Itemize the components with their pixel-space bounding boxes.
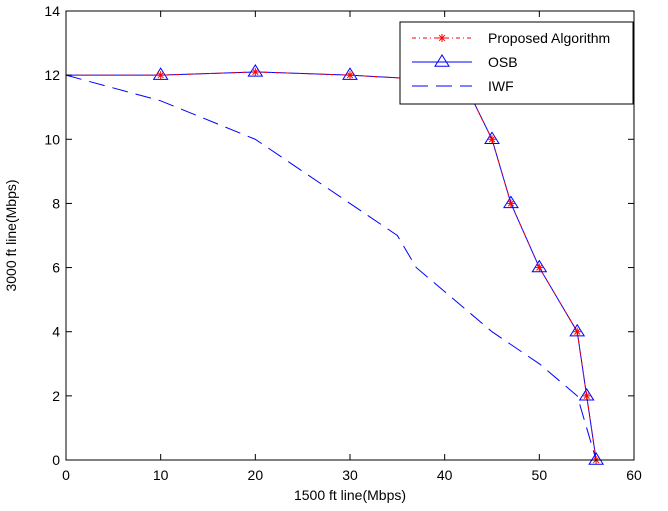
x-tick-label: 50 [532,467,548,483]
y-axis-label: 3000 ft line(Mbps) [3,179,19,291]
data-point-stroke [583,392,590,400]
data-point [247,63,264,77]
data-point-stroke [507,200,515,207]
y-tick-label: 2 [52,388,60,404]
data-point [535,263,544,272]
data-point-stroke [346,71,354,79]
data-point [488,135,496,144]
series-line [65,74,597,461]
data-point [156,71,165,80]
data-point [588,452,605,465]
legend-item: IWF [412,78,514,94]
x-tick-label: 20 [248,467,264,483]
x-tick-label: 30 [342,467,358,483]
legend-label: IWF [488,78,514,94]
data-point [578,387,595,401]
y-tick-label: 14 [44,3,60,19]
legend-label: Proposed Algorithm [488,30,610,46]
data-point [342,67,358,80]
data-point [506,199,515,208]
data-point [531,259,548,273]
data-point [582,391,591,400]
y-tick-label: 12 [44,67,60,83]
legend-item: Proposed Algorithm [412,30,610,46]
data-point-stroke [157,71,164,79]
data-point [484,131,500,144]
legend-box [399,21,634,105]
y-tick-label: 6 [52,260,60,276]
y-tick-label: 0 [52,452,60,468]
y-tick-label: 10 [44,131,60,147]
series-iwf [65,74,597,461]
x-tick-label: 10 [153,467,169,483]
x-tick-label: 0 [62,467,70,483]
data-point [569,323,586,337]
y-tick-label: 4 [52,324,60,340]
data-point-stroke [488,136,496,143]
series-proposed-algorithm [66,67,601,464]
data-point-stroke [438,34,446,42]
data-point [434,54,450,67]
x-tick-label: 60 [626,467,642,483]
legend-item: OSB [412,54,518,70]
data-point-stroke [536,264,543,271]
data-point [503,195,519,209]
data-point [346,71,354,80]
x-axis-label: 1500 ft line(Mbps) [294,487,406,503]
data-point [251,67,260,76]
data-point [438,34,446,42]
legend-label: OSB [488,54,518,70]
data-point-stroke [574,328,581,335]
x-tick-label: 40 [437,467,453,483]
data-point-stroke [252,68,259,76]
data-point [152,67,169,80]
data-point [573,327,582,336]
y-tick-label: 8 [52,195,60,211]
